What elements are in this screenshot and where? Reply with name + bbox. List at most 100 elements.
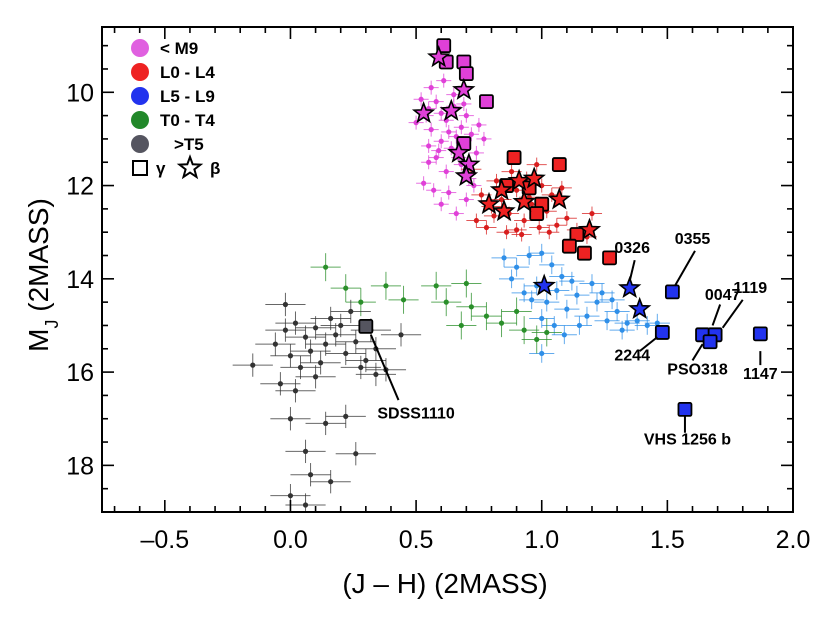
x-axis-title: (J – H) (2MASS) <box>342 568 547 599</box>
data-marks <box>232 38 768 512</box>
data-point <box>373 371 379 378</box>
data-point <box>544 329 550 336</box>
data-point <box>343 285 349 291</box>
data-point <box>609 297 615 303</box>
data-point <box>559 185 565 191</box>
data-point <box>498 196 505 203</box>
data-point <box>297 364 304 371</box>
data-point <box>307 472 314 478</box>
data-point <box>526 252 532 259</box>
data-point <box>312 325 319 331</box>
series-t0-t4 <box>310 253 562 354</box>
data-point <box>272 341 278 347</box>
gamma-square-point <box>551 157 567 172</box>
data-point <box>503 229 510 235</box>
data-point <box>604 318 610 324</box>
annotation-leader-line <box>721 299 744 329</box>
data-point <box>536 224 542 231</box>
gamma-square-point <box>458 66 474 82</box>
legend-marker <box>131 111 149 129</box>
data-point <box>546 229 552 235</box>
data-point <box>498 320 505 326</box>
gamma-square-point <box>677 402 693 417</box>
data-point <box>529 297 535 303</box>
legend-marker <box>131 87 149 105</box>
y-axis-title: MJ (2MASS) <box>23 198 62 352</box>
legend: < M9 L0 - L4 L5 - L9 T0 - T4 >T5 γ β <box>131 39 220 180</box>
data-point <box>418 96 424 102</box>
annotation-leader-line <box>639 336 658 352</box>
data-point <box>544 299 550 305</box>
x-tick-label: 2.0 <box>776 526 811 554</box>
data-point <box>478 192 485 198</box>
data-point <box>358 299 364 305</box>
gamma-square-point <box>506 150 522 165</box>
data-point <box>539 350 545 357</box>
gamma-square-point <box>664 284 680 300</box>
data-point <box>561 332 567 338</box>
data-point <box>476 122 482 128</box>
data-point <box>473 217 479 224</box>
data-point <box>463 280 469 287</box>
data-point <box>302 448 309 454</box>
legend-beta-label: β <box>210 159 220 178</box>
data-point <box>619 327 625 333</box>
annotation-label: SDSS1110 <box>377 406 455 423</box>
y-tick-label: 18 <box>66 452 94 480</box>
data-point <box>438 138 444 144</box>
data-point <box>343 413 349 419</box>
data-point <box>539 315 545 322</box>
data-point <box>458 124 464 130</box>
gamma-square-point <box>602 250 617 266</box>
data-point <box>323 420 329 426</box>
data-point <box>323 341 329 347</box>
gamma-square-point <box>561 238 577 254</box>
annotation-leader-line <box>369 334 400 401</box>
data-point <box>277 381 284 387</box>
y-axis-title-main: M <box>23 329 54 352</box>
data-point <box>348 308 354 315</box>
data-point <box>250 362 256 368</box>
data-point <box>569 278 575 284</box>
x-tick-label: 0.0 <box>273 526 308 554</box>
data-point <box>438 201 444 207</box>
data-point <box>428 85 434 91</box>
annotation-leader-line <box>691 343 704 361</box>
gamma-square-point <box>752 326 768 342</box>
legend-label: >T5 <box>174 135 204 154</box>
data-point <box>521 290 527 296</box>
data-point <box>307 348 314 354</box>
data-point <box>549 262 555 268</box>
annotation-label: 1119 <box>733 280 767 297</box>
gamma-square-point <box>358 318 374 334</box>
data-point <box>589 210 595 217</box>
legend-marker <box>131 135 149 153</box>
data-point <box>426 159 432 165</box>
data-point <box>458 322 464 329</box>
legend-gamma-label: γ <box>156 159 166 178</box>
beta-star-point <box>547 187 572 210</box>
data-point <box>302 334 309 340</box>
legend-label: L0 - L4 <box>160 63 215 82</box>
data-point <box>328 479 334 485</box>
data-point <box>584 313 590 319</box>
data-point <box>426 143 432 149</box>
data-point <box>514 264 520 270</box>
data-point <box>323 264 329 270</box>
beta-star-point <box>439 98 463 121</box>
annotation-leader-line <box>674 250 696 287</box>
data-point <box>514 308 520 315</box>
data-point <box>589 280 595 287</box>
data-point <box>443 168 449 175</box>
beta-star-point <box>577 217 602 240</box>
data-point <box>453 210 459 217</box>
data-point <box>436 147 442 154</box>
legend-label: L5 - L9 <box>160 87 215 106</box>
data-point <box>353 339 359 345</box>
y-tick-label: 10 <box>66 79 94 107</box>
data-point <box>491 213 497 219</box>
data-point <box>644 322 650 329</box>
beta-star-point <box>454 163 479 187</box>
beta-star-point <box>457 152 481 175</box>
